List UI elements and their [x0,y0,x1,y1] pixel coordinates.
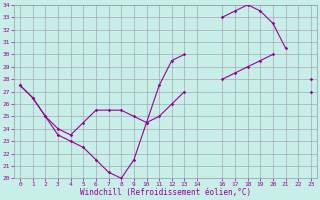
X-axis label: Windchill (Refroidissement éolien,°C): Windchill (Refroidissement éolien,°C) [80,188,251,197]
